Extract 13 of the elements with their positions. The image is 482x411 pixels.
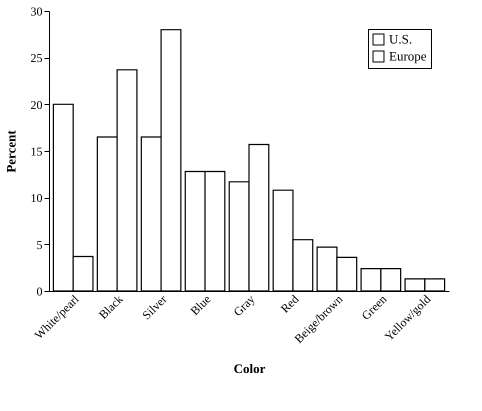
x-tick-label: Blue <box>188 292 214 318</box>
x-tick-label: Gray <box>230 292 258 319</box>
y-tick-label: 10 <box>30 191 42 206</box>
y-axis-title: Percent <box>4 130 18 173</box>
x-axis-title: Color <box>234 361 266 376</box>
y-tick-label: 25 <box>30 51 42 66</box>
y-tick-label: 5 <box>36 238 42 252</box>
y-tick-label: 15 <box>30 144 42 158</box>
y-tick-label: 20 <box>30 98 42 112</box>
y-tick-label: 0 <box>36 284 42 298</box>
legend-label: Europe <box>389 48 427 64</box>
legend-label: U.S. <box>389 32 412 46</box>
y-tick-label: 30 <box>30 4 42 18</box>
